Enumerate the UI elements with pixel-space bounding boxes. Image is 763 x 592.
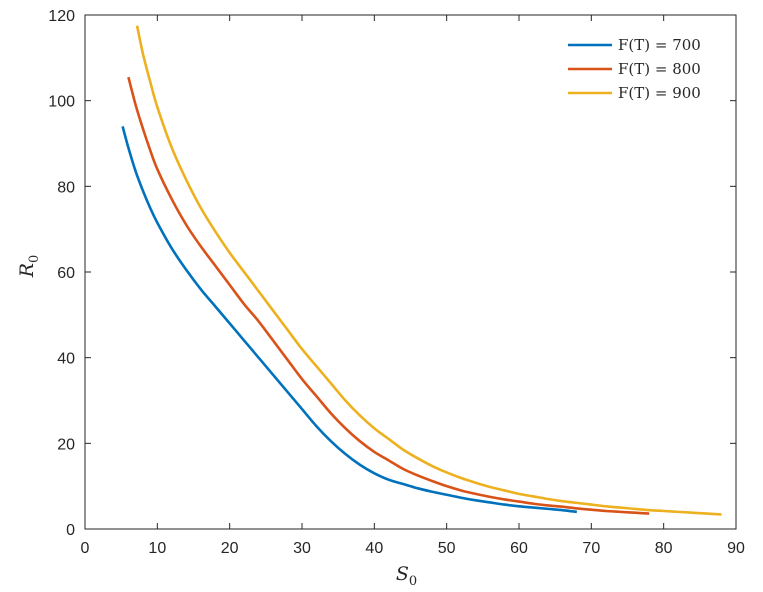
y-tick-label: 40 (57, 351, 75, 368)
x-axis-title-main: S (396, 563, 409, 585)
x-tick-label: 80 (655, 540, 673, 557)
x-tick-label: 30 (293, 540, 311, 557)
y-tick-label: 100 (48, 94, 75, 111)
axis-ticks: 0 10 20 30 40 50 60 70 80 90 0 20 40 60 80 100 120 (48, 8, 745, 557)
legend-label-1: F(T) = 700 (618, 36, 701, 54)
series-line-2 (127, 76, 650, 515)
x-tick-label: 60 (510, 540, 528, 557)
legend-label-3: F(T) = 900 (618, 84, 701, 102)
series-line-1 (121, 126, 578, 514)
y-axis-title: R0 (16, 255, 42, 279)
x-tick-label: 0 (81, 540, 90, 557)
y-axis-title-sub: 0 (27, 255, 42, 263)
legend: F(T) = 700 F(T) = 800 F(T) = 900 (556, 23, 724, 102)
y-tick-label: 0 (66, 522, 75, 539)
series-layer (121, 25, 722, 516)
legend-label-2: F(T) = 800 (618, 60, 701, 78)
y-tick-label: 60 (57, 265, 75, 282)
y-axis-title-main: R (16, 263, 38, 278)
series-line-3 (135, 25, 722, 516)
x-axis-title-sub: 0 (409, 574, 417, 589)
y-tick-label: 120 (48, 8, 75, 25)
x-tick-label: 50 (438, 540, 456, 557)
y-tick-label: 80 (57, 179, 75, 196)
x-axis-title: S0 (396, 563, 417, 589)
x-tick-label: 20 (221, 540, 239, 557)
x-tick-label: 70 (582, 540, 600, 557)
y-tick-label: 20 (57, 436, 75, 453)
x-tick-label: 90 (727, 540, 745, 557)
axis-titles: S0 R0 (16, 255, 417, 589)
legend-box (556, 23, 724, 101)
x-tick-label: 40 (365, 540, 383, 557)
x-tick-label: 10 (148, 540, 166, 557)
